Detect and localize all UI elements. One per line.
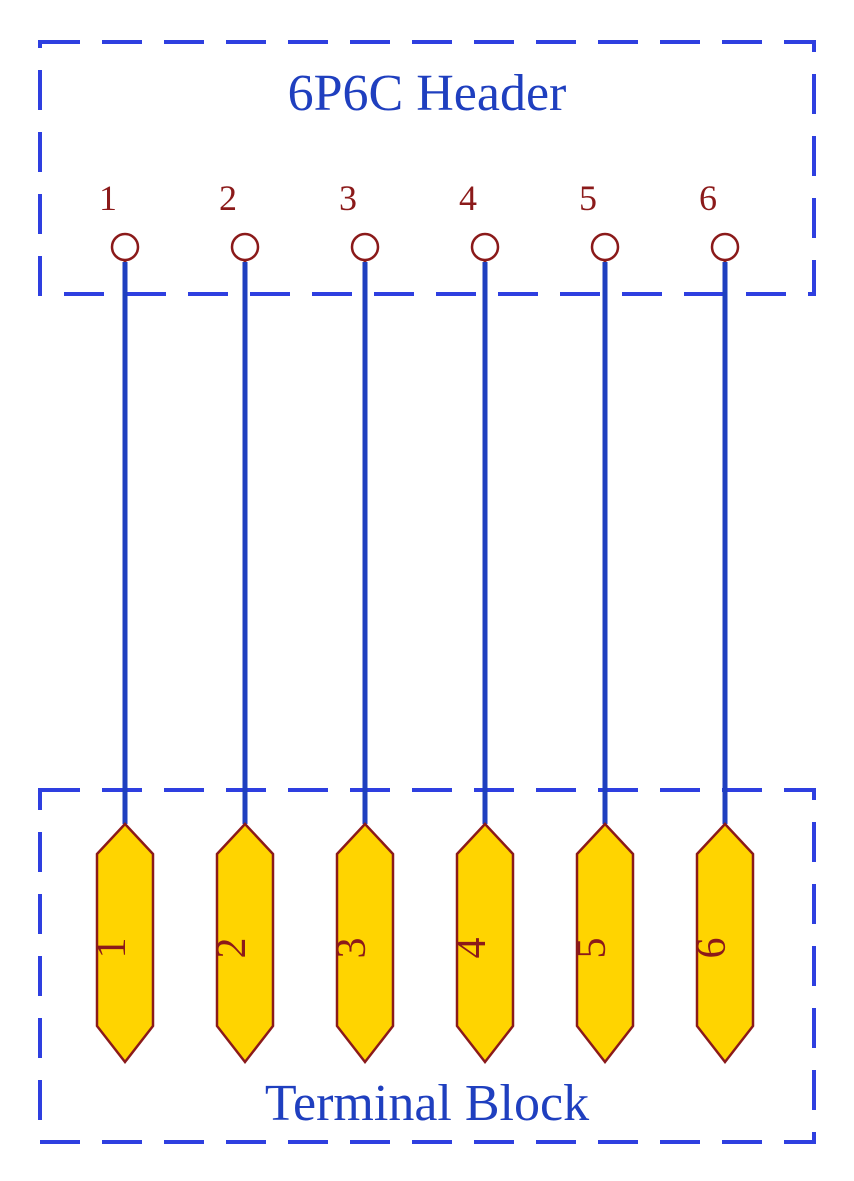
pin-circle-6 bbox=[712, 234, 738, 260]
terminal-title: Terminal Block bbox=[265, 1075, 589, 1132]
terminal-label-3: 3 bbox=[329, 938, 375, 959]
pin-circle-1 bbox=[112, 234, 138, 260]
terminal-label-2: 2 bbox=[209, 938, 255, 959]
terminal-label-5: 5 bbox=[569, 938, 615, 959]
terminal-label-6: 6 bbox=[689, 938, 735, 959]
pin-label-3: 3 bbox=[339, 178, 357, 218]
pin-circle-4 bbox=[472, 234, 498, 260]
pin-label-4: 4 bbox=[459, 178, 477, 218]
terminal-label-1: 1 bbox=[89, 938, 135, 959]
pin-circle-3 bbox=[352, 234, 378, 260]
header-title: 6P6C Header bbox=[288, 65, 567, 122]
pin-label-5: 5 bbox=[579, 178, 597, 218]
terminal-label-4: 4 bbox=[449, 938, 495, 959]
pin-label-2: 2 bbox=[219, 178, 237, 218]
schematic-diagram: 6P6C Header Terminal Block 1 2 3 4 5 6 1 2 3 4 5 6 bbox=[0, 0, 854, 1181]
pin-label-1: 1 bbox=[99, 178, 117, 218]
pin-circle-2 bbox=[232, 234, 258, 260]
pin-circle-5 bbox=[592, 234, 618, 260]
pin-label-6: 6 bbox=[699, 178, 717, 218]
